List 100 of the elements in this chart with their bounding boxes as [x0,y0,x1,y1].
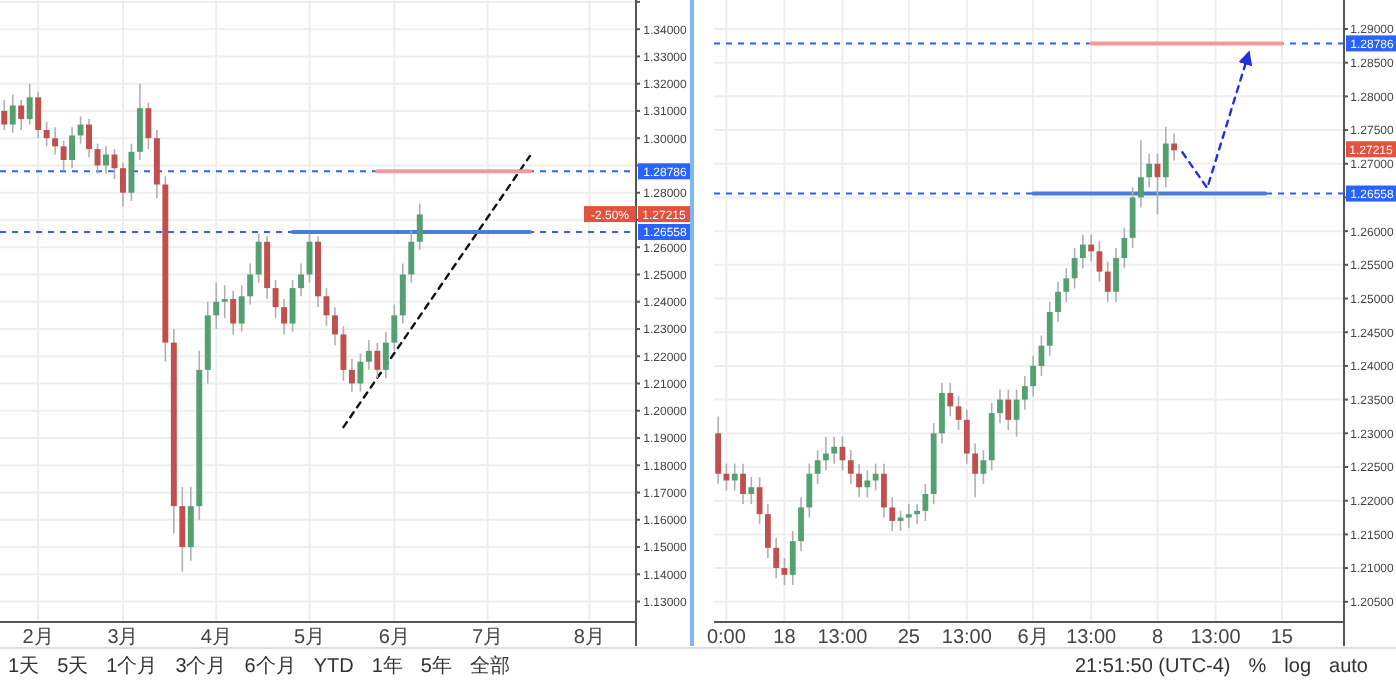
candlestick [748,476,755,505]
candlestick [408,230,415,284]
text: 全部 [469,654,510,678]
candlestick [247,262,254,306]
x-tick-label: 13:00 [817,627,869,649]
x-tick-label: 6月 [1017,627,1049,649]
candlestick [963,408,970,465]
text: 21:51:50 (UTC-4) [1074,656,1231,678]
x-tick-label: 13:00 [941,627,993,649]
candlestick [60,140,67,172]
x-tick-label: 3月 [107,627,139,649]
text: 1年 [371,654,403,678]
candlestick [128,142,135,202]
candlestick [26,82,33,126]
candlestick [1021,375,1028,411]
candlestick [814,449,821,485]
candlestick [905,503,912,529]
candlestick [1030,355,1037,398]
candlestick [9,93,16,134]
candlestick [43,121,50,148]
candlestick [52,126,59,156]
candlestick [1063,267,1070,303]
candlestick [1088,233,1095,263]
candlestick [230,290,237,336]
candlestick [365,339,372,371]
text: 5天 [57,656,89,678]
candlestick [997,388,1003,424]
candlestick [1138,139,1144,209]
candlestick [955,395,962,431]
text: 3个月 [175,654,227,678]
candlestick [331,306,338,347]
x-tick-label: 8 [1151,627,1164,649]
candlestick [187,486,194,562]
candlestick [1113,247,1119,303]
x-tick-label: 4月 [200,627,232,649]
candlestick [1171,132,1177,162]
candlestick [391,303,398,352]
candlestick [947,381,954,418]
candlestick [889,496,896,532]
candlestick [872,462,879,492]
candlestick [213,281,220,330]
x-tick-label: 6月 [378,627,410,649]
candlestick [153,129,160,199]
candlestick [806,462,813,519]
candlestick [939,381,945,445]
candlestick [272,279,279,319]
candlestick [914,503,920,526]
candlestick [416,202,423,251]
x-tick-label: 8月 [573,627,605,649]
candlestick [264,235,271,300]
text: YTD [313,656,354,678]
candlestick [1121,226,1128,270]
candlestick [823,435,829,472]
candlestick [136,82,143,161]
candlestick [357,352,364,393]
candlestick [103,145,109,175]
candlestick [988,402,995,472]
candlestick [1055,280,1061,323]
text: 1天 [8,656,40,678]
x-tick-label: 25 [897,627,921,649]
candlestick [18,99,25,131]
candlestick [856,462,862,499]
x-tick-label: 0:00 [706,627,747,649]
candlestick [119,161,126,208]
candlestick [922,483,929,522]
candlestick [740,462,746,505]
x-tick-label: 13:00 [1190,627,1242,649]
candlestick [1046,301,1053,357]
candlestick [847,449,854,485]
candlestick [179,486,186,573]
candlestick [773,536,780,579]
candlestick [1079,233,1086,270]
candlestick [281,298,288,336]
text: auto [1329,656,1369,678]
candlestick [1162,125,1169,189]
candlestick [781,557,788,586]
candlestick [798,496,804,553]
candlestick [374,341,381,379]
candlestick [831,435,838,465]
candlestick [881,462,887,519]
candlestick [238,284,245,333]
candlestick [731,462,738,492]
candlestick [255,232,262,284]
x-tick-label: 5月 [293,627,326,649]
candlestick [145,101,152,150]
x-tick-label: 15 [1270,627,1294,649]
candlestick [69,126,76,169]
text: 5年 [420,654,452,678]
candlestick [789,530,796,586]
x-tick-label: 2月 [22,627,54,649]
candlestick [1096,240,1103,283]
candlestick [348,358,355,393]
candlestick [86,118,93,159]
candlestick [864,469,871,499]
candlestick [340,325,347,382]
candlestick [399,262,406,325]
candlestick [382,330,389,379]
candlestick [764,503,771,559]
candlestick [221,284,228,319]
candlestick [1005,388,1012,431]
